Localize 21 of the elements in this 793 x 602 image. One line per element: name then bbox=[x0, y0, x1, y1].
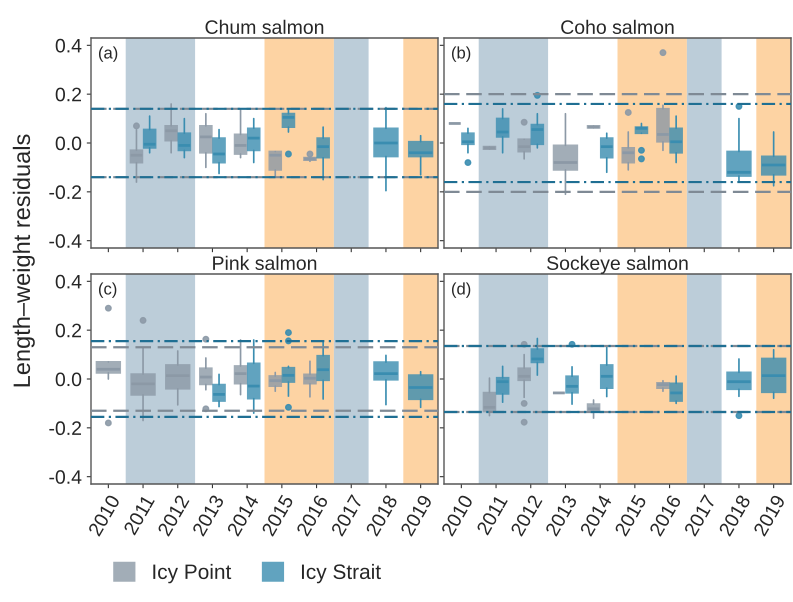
y-tick-label: -0.2 bbox=[49, 185, 81, 200]
chart-title: Pink salmon bbox=[213, 256, 316, 270]
y-tick-label: -0.4 bbox=[49, 470, 82, 484]
y-tick-label: 0.2 bbox=[56, 324, 81, 338]
y-tick-label: -0.4 bbox=[49, 234, 82, 248]
annotation: (d) bbox=[452, 282, 470, 298]
annotation: (c) bbox=[98, 282, 116, 298]
y-tick-label: 0.4 bbox=[56, 38, 82, 53]
y-tick-label: 0.2 bbox=[56, 88, 81, 102]
y-tick-label: -0.2 bbox=[49, 421, 81, 436]
chart-title: Sockeye salmon bbox=[547, 256, 688, 274]
legend-label: Icy Point bbox=[153, 564, 232, 584]
y-tick-label: 0.4 bbox=[56, 274, 82, 289]
y-tick-label: 0.0 bbox=[56, 136, 82, 150]
chart-title: Coho salmon bbox=[561, 20, 674, 34]
legend-label: Icy Strait bbox=[302, 564, 381, 584]
annotation: (a) bbox=[98, 46, 118, 62]
y-axis-title: Length–weight residuals bbox=[12, 134, 35, 386]
annotation: (b) bbox=[452, 46, 470, 62]
chart-title: Chum salmon bbox=[206, 20, 324, 34]
y-tick-label: 0.0 bbox=[56, 372, 82, 386]
